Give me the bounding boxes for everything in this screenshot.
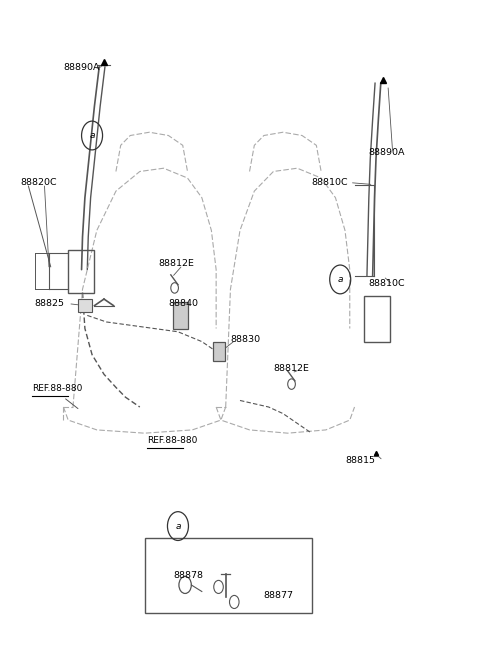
- Bar: [68, 250, 95, 292]
- Text: 88825: 88825: [35, 298, 65, 307]
- Text: 88830: 88830: [230, 334, 261, 344]
- Text: 88815: 88815: [345, 455, 375, 464]
- Text: REF.88-880: REF.88-880: [33, 384, 83, 393]
- Bar: [78, 299, 92, 312]
- Bar: [144, 538, 312, 613]
- Text: 88810C: 88810C: [312, 177, 348, 187]
- Bar: [213, 342, 225, 361]
- Text: 88812E: 88812E: [159, 260, 195, 268]
- Text: a: a: [89, 131, 95, 140]
- Text: a: a: [175, 522, 180, 531]
- Text: 88812E: 88812E: [274, 364, 309, 373]
- Text: 88810C: 88810C: [369, 279, 406, 288]
- Text: 88820C: 88820C: [21, 177, 57, 187]
- Text: 88878: 88878: [173, 572, 203, 580]
- Text: 88890A: 88890A: [63, 63, 100, 72]
- Text: 88840: 88840: [168, 298, 198, 307]
- Text: REF.88-880: REF.88-880: [147, 436, 197, 445]
- Text: 88877: 88877: [264, 591, 294, 600]
- Text: a: a: [337, 275, 343, 284]
- Bar: [364, 296, 390, 342]
- Bar: [173, 302, 188, 328]
- Text: 88890A: 88890A: [369, 148, 405, 157]
